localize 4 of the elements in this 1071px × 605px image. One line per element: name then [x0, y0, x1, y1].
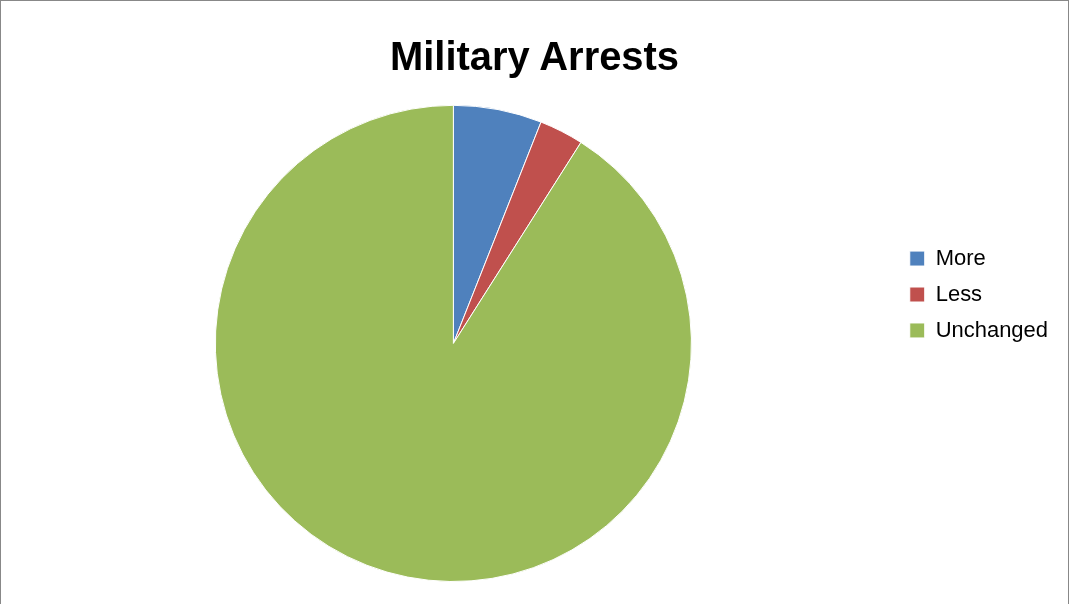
legend-label: More [935, 244, 986, 270]
chart-title: Military Arrests [389, 33, 680, 78]
legend-label: Less [935, 280, 983, 306]
legend-label: Unchanged [935, 316, 1048, 342]
